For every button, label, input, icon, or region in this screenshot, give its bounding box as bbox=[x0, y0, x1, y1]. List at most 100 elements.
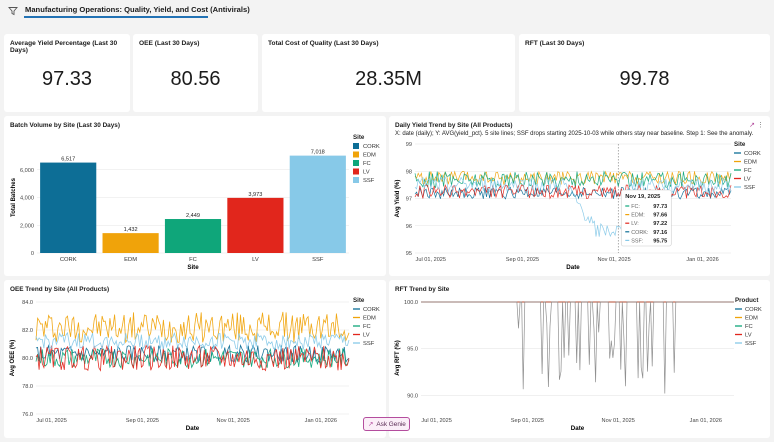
kpi-value: 97.33 bbox=[41, 68, 93, 90]
series-line-ssf bbox=[421, 301, 734, 394]
yield-trend-panel: Daily Yield Trend by Site (All Products)… bbox=[389, 116, 770, 276]
top-bar: Manufacturing Operations: Quality, Yield… bbox=[0, 0, 774, 24]
y-tick-label: 76.0 bbox=[22, 412, 33, 418]
tab-dashboard[interactable]: Manufacturing Operations: Quality, Yield… bbox=[25, 5, 250, 14]
x-tick-label: Jul 01, 2025 bbox=[36, 418, 66, 424]
legend-label-edm: EDM bbox=[744, 160, 757, 166]
y-tick-label: 2,000 bbox=[20, 223, 34, 229]
legend-label-edm: EDM bbox=[745, 316, 758, 322]
y-tick-label: 80.0 bbox=[22, 356, 33, 362]
data-label: 3,973 bbox=[248, 192, 262, 198]
bar-fc bbox=[164, 219, 222, 253]
tooltip-value: 97.16 bbox=[653, 230, 667, 236]
data-label: 1,432 bbox=[124, 227, 138, 233]
batch-volume-panel: Batch Volume by Site (Last 30 Days) 0 2,0… bbox=[4, 116, 386, 276]
legend-label-fc: FC bbox=[363, 324, 371, 330]
legend-swatch-edm bbox=[353, 151, 359, 158]
tooltip-value: 97.22 bbox=[653, 221, 667, 227]
kpi-rft: RFT (Last 30 Days) 99.78 bbox=[519, 34, 770, 112]
x-axis-label: Date bbox=[571, 425, 585, 432]
x-tick-label: Nov 01, 2025 bbox=[602, 418, 635, 424]
data-label: 2,449 bbox=[186, 213, 200, 219]
panel-title: RFT Trend by Site bbox=[395, 286, 450, 293]
tooltip-site: EDM: bbox=[631, 213, 644, 219]
yield-trend-chart: 95 96 97 98 99 Jul 01, 2025 Sep 01, 2025 Nov 01… bbox=[395, 141, 761, 271]
oee-trend-panel: OEE Trend by Site (All Products) 76.0 78.… bbox=[4, 280, 386, 438]
tab-underline bbox=[24, 16, 208, 18]
legend-label-lv: LV bbox=[363, 333, 370, 339]
legend-label-ssf: SSF bbox=[745, 341, 757, 347]
legend-label-lv: LV bbox=[745, 333, 752, 339]
x-tick-label: Nov 01, 2025 bbox=[217, 418, 250, 424]
x-tick-label: Sep 01, 2025 bbox=[126, 418, 159, 424]
tooltip-value: 95.75 bbox=[653, 238, 667, 244]
y-tick-label: 96 bbox=[406, 224, 412, 230]
series-line-ssf bbox=[414, 176, 732, 238]
tooltip-site: CORK: bbox=[631, 230, 648, 236]
legend-label-cork: CORK bbox=[745, 307, 762, 313]
y-tick-label: 90.0 bbox=[407, 393, 418, 399]
rft-trend-panel: RFT Trend by Site 90.0 95.0 100.0 Jul 01, 2… bbox=[389, 280, 770, 438]
series-line-edm bbox=[414, 170, 732, 186]
legend-label-lv: LV bbox=[363, 170, 370, 176]
kebab-menu-icon[interactable]: ⋮ bbox=[757, 122, 764, 129]
data-label: 7,018 bbox=[311, 150, 325, 156]
y-tick-label: 82.0 bbox=[22, 328, 33, 334]
y-tick-label: 0 bbox=[31, 251, 34, 257]
bar-cork bbox=[40, 162, 97, 253]
x-tick-label: LV bbox=[252, 257, 259, 263]
bar-edm bbox=[102, 233, 159, 253]
legend-label-fc: FC bbox=[363, 161, 371, 167]
x-tick-label: FC bbox=[189, 257, 197, 263]
legend-label-ssf: SSF bbox=[363, 341, 375, 347]
kpi-title: OEE (Last 30 Days) bbox=[139, 40, 200, 47]
kpi-avg-yield: Average Yield Percentage (Last 30 Days) … bbox=[4, 34, 130, 112]
ask-genie-label: Ask Genie bbox=[376, 420, 406, 428]
legend-label-ssf: SSF bbox=[363, 178, 375, 184]
x-tick-label: SSF bbox=[312, 257, 324, 263]
y-tick-label: 6,000 bbox=[20, 168, 34, 174]
legend-label-fc: FC bbox=[745, 324, 753, 330]
y-tick-label: 95 bbox=[406, 251, 412, 257]
bar-lv bbox=[227, 197, 284, 253]
series-line-lv bbox=[35, 344, 350, 372]
x-tick-label: EDM bbox=[124, 257, 137, 263]
rft-trend-chart: 90.0 95.0 100.0 Jul 01, 2025 Sep 01, 2025 Nov… bbox=[395, 297, 762, 432]
data-label: 6,517 bbox=[61, 157, 75, 163]
legend-label-edm: EDM bbox=[363, 316, 376, 322]
kpi-title: RFT (Last 30 Days) bbox=[525, 40, 585, 47]
tooltip-site: FC: bbox=[631, 204, 640, 210]
bar-ssf bbox=[289, 155, 346, 253]
filter-icon[interactable] bbox=[8, 6, 18, 16]
legend-label-fc: FC bbox=[744, 168, 752, 174]
legend-title: Site bbox=[353, 134, 365, 141]
batch-volume-chart: 0 2,000 4,000 6,000 6,517 CORK 1,432 EDM 2,449 FC… bbox=[11, 134, 380, 271]
share-icon[interactable]: ↗ bbox=[749, 122, 756, 129]
kpi-value: 99.78 bbox=[619, 68, 670, 90]
legend-swatch-cork bbox=[353, 143, 359, 149]
panel-title: Batch Volume by Site (Last 30 Days) bbox=[10, 122, 120, 129]
ask-genie-button[interactable]: ↗ Ask Genie bbox=[363, 417, 410, 431]
legend-label-edm: EDM bbox=[363, 153, 376, 159]
legend-swatch-lv bbox=[353, 168, 359, 175]
oee-trend-chart: 76.0 78.0 80.0 82.0 84.0 Jul 01, 2025 Sep 01, … bbox=[10, 297, 380, 432]
legend-swatch-fc bbox=[353, 160, 359, 166]
x-tick-label: Nov 01, 2025 bbox=[597, 257, 630, 263]
legend-title: Site bbox=[734, 141, 746, 148]
x-axis-label: Date bbox=[566, 264, 580, 271]
x-axis-label: Date bbox=[186, 425, 200, 432]
tooltip-value: 97.73 bbox=[653, 204, 667, 210]
x-tick-label: Sep 01, 2025 bbox=[511, 418, 544, 424]
y-axis-label: Total Batches bbox=[11, 177, 17, 217]
y-tick-label: 78.0 bbox=[22, 384, 33, 390]
y-tick-label: 95.0 bbox=[407, 347, 418, 353]
y-axis-label: Avg OEE (%) bbox=[10, 340, 16, 376]
x-axis-label: Site bbox=[187, 264, 199, 271]
x-tick-label: Jan 01, 2026 bbox=[305, 418, 337, 424]
tooltip-date: Nov 19, 2025 bbox=[625, 194, 661, 200]
x-tick-label: CORK bbox=[60, 257, 77, 263]
kpi-title: Total Cost of Quality (Last 30 Days) bbox=[268, 40, 379, 47]
y-tick-label: 4,000 bbox=[20, 196, 34, 202]
y-axis-label: Avg RFT (%) bbox=[395, 340, 401, 375]
kpi-value: 28.35M bbox=[355, 68, 422, 90]
